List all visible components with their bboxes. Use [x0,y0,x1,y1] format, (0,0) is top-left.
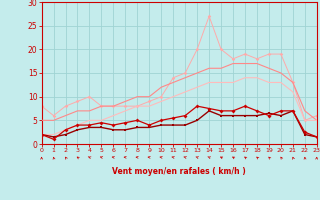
X-axis label: Vent moyen/en rafales ( km/h ): Vent moyen/en rafales ( km/h ) [112,167,246,176]
